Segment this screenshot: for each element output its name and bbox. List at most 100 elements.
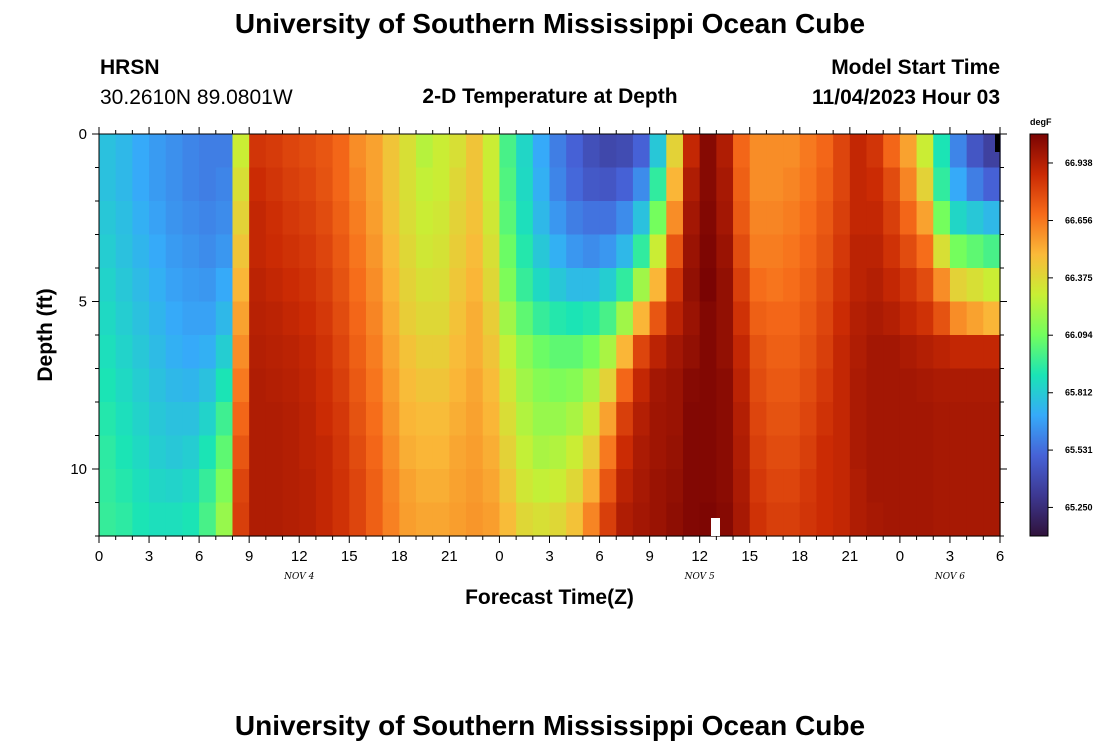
heatmap-cell	[916, 134, 934, 169]
heatmap-cell	[199, 435, 217, 470]
heatmap-cell	[966, 502, 984, 537]
heatmap-cell	[349, 201, 367, 236]
heatmap-cell	[99, 335, 117, 370]
heatmap-cell	[833, 167, 851, 202]
colorbar-ticks: 66.938 66.656 66.375 66.094 65.812 65.531 65.2…	[1048, 158, 1093, 512]
heatmap-cell	[516, 469, 534, 504]
heatmap-cell	[149, 301, 167, 336]
heatmap-cell	[149, 201, 167, 236]
heatmap-cell	[215, 402, 234, 437]
heatmap-cell	[482, 469, 501, 504]
heatmap-cell	[365, 268, 384, 303]
heatmap-cell	[349, 335, 367, 370]
heatmap-cell	[249, 268, 267, 303]
plot-title: 2-D Temperature at Depth	[422, 85, 678, 108]
heatmap-cell	[682, 502, 701, 537]
heatmap-cell	[916, 435, 934, 470]
heatmap-cell	[599, 469, 617, 504]
heatmap-cell	[949, 301, 968, 336]
heatmap-cell	[749, 268, 768, 303]
heatmap-cell	[616, 201, 634, 236]
heatmap-cell	[332, 301, 350, 336]
heatmap-cell	[582, 134, 601, 169]
heatmap-cell	[599, 402, 617, 437]
x-day-label: NOV 5	[684, 572, 715, 582]
heatmap-cell	[716, 301, 734, 336]
heatmap-cell	[983, 201, 1001, 236]
heatmap-cell	[849, 502, 868, 537]
heatmap-cell	[566, 201, 584, 236]
model-start-time: 11/04/2023 Hour 03	[812, 86, 1000, 109]
heatmap-cell	[232, 201, 250, 236]
heatmap-cell	[265, 502, 284, 537]
heatmap-cell	[115, 201, 133, 236]
heatmap-cell	[816, 335, 834, 370]
heatmap-cell	[682, 368, 701, 403]
heatmap-cell	[449, 435, 467, 470]
heatmap-cell	[716, 402, 734, 437]
heatmap-cell	[632, 167, 651, 202]
heatmap-cell	[299, 335, 317, 370]
heatmap-cell	[949, 134, 968, 169]
heatmap-cell	[866, 335, 884, 370]
heatmap-cell	[516, 402, 534, 437]
heatmap-cell	[349, 134, 367, 169]
page-title-bottom: University of Southern Mississippi Ocean…	[234, 710, 866, 741]
heatmap-cell	[249, 335, 267, 370]
heatmap-cell	[816, 234, 834, 269]
heatmap-cell	[482, 368, 501, 403]
heatmap-cell	[666, 402, 684, 437]
heatmap-cell	[399, 201, 417, 236]
heatmap-cell	[849, 234, 868, 269]
heatmap-cell	[549, 167, 567, 202]
heatmap-cell	[666, 301, 684, 336]
heatmap-cell	[783, 268, 801, 303]
heatmap-cell	[749, 234, 768, 269]
heatmap-cell	[933, 335, 951, 370]
heatmap-cell	[382, 335, 400, 370]
heatmap-cell	[416, 167, 434, 202]
heatmap-cell	[766, 234, 784, 269]
heatmap-cell	[649, 301, 667, 336]
heatmap-cell	[749, 134, 768, 169]
heatmap-cell	[349, 268, 367, 303]
heatmap-cell	[699, 167, 717, 202]
heatmap-cell	[499, 435, 517, 470]
heatmap-cell	[315, 134, 334, 169]
heatmap-cell	[716, 368, 734, 403]
heatmap-cell	[532, 234, 551, 269]
heatmap-cell	[382, 268, 400, 303]
heatmap-cell	[833, 469, 851, 504]
heatmap-cell	[899, 201, 918, 236]
heatmap-cell	[165, 435, 184, 470]
heatmap-cell	[733, 402, 751, 437]
heatmap-cell	[783, 134, 801, 169]
heatmap-cell	[249, 234, 267, 269]
heatmap-cell	[783, 502, 801, 537]
heatmap-cell	[449, 469, 467, 504]
heatmap-cell	[816, 201, 834, 236]
heatmap-cell	[416, 268, 434, 303]
heatmap-cell	[866, 435, 884, 470]
station-coordinates: 30.2610N 89.0801W	[100, 86, 293, 109]
heatmap-cell	[349, 167, 367, 202]
heatmap-cell	[466, 268, 484, 303]
heatmap-cell	[549, 134, 567, 169]
heatmap-cell	[716, 201, 734, 236]
heatmap-cell	[315, 167, 334, 202]
heatmap-cell	[566, 402, 584, 437]
heatmap-cell	[332, 435, 350, 470]
heatmap-cell	[115, 435, 133, 470]
heatmap-cell	[99, 167, 117, 202]
heatmap-cell	[833, 435, 851, 470]
heatmap-cell	[99, 469, 117, 504]
y-axis: 0 5 10	[70, 126, 1007, 537]
heatmap-cell	[449, 301, 467, 336]
heatmap-cell	[499, 335, 517, 370]
y-tick-label: 0	[79, 126, 87, 143]
heatmap-cell	[432, 402, 450, 437]
heatmap-cell	[666, 268, 684, 303]
heatmap-cell	[966, 201, 984, 236]
heatmap-cell	[833, 268, 851, 303]
heatmap-cell	[933, 201, 951, 236]
